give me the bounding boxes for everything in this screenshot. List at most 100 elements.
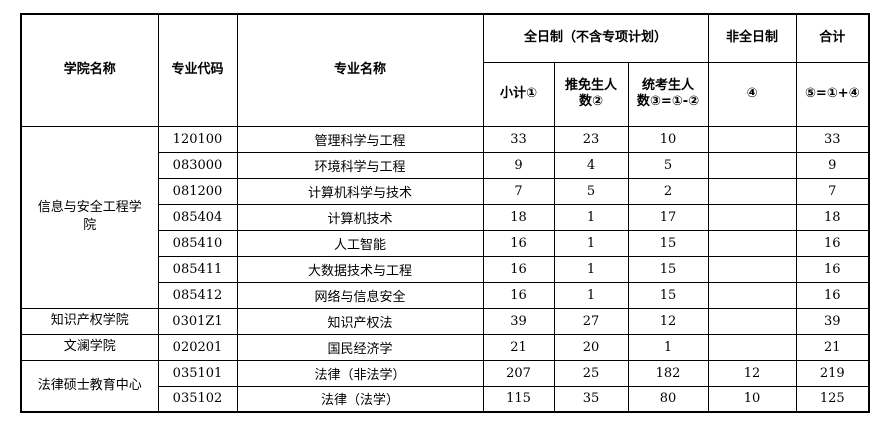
college-cell: 文澜学院: [20, 333, 159, 361]
parttime-cell: [707, 151, 797, 179]
exam-cell: 10: [627, 125, 709, 153]
parttime-cell: [707, 281, 797, 309]
parttime-cell: [707, 203, 797, 231]
recommended-cell: 1: [553, 229, 629, 257]
table-wrap: 学院名称 专业代码 专业名称 全日制（不含专项计划） 非全日制 合计 小计① 推…: [20, 13, 870, 413]
header-row: 小计① 推免生人数② 统考生人数③=①-② ④ ⑤=①+④: [21, 61, 870, 127]
parttime-cell: 12: [707, 359, 797, 387]
data-row: 知识产权学院 0301Z1 知识产权法 39 27 12 39: [20, 307, 870, 335]
major-cell: 管理科学与工程: [236, 125, 484, 153]
total-cell: 16: [795, 255, 870, 283]
exam-cell: 182: [627, 359, 709, 387]
exam-cell: 2: [627, 177, 709, 205]
total-cell: 125: [795, 385, 870, 413]
subtotal-cell: 207: [482, 359, 555, 387]
total-cell: 39: [795, 307, 870, 335]
subtotal-cell: 39: [482, 307, 555, 335]
data-row: 085412 网络与信息安全 16 1 15 16: [21, 281, 870, 309]
major-cell: 计算机科学与技术: [236, 177, 484, 205]
data-row: 085411 大数据技术与工程 16 1 15 16: [21, 255, 870, 283]
total-cell: 219: [795, 359, 870, 387]
recommended-cell: 25: [553, 359, 629, 387]
data-row: 信息与安全工程学院 120100 管理科学与工程 33 23 10 33: [20, 125, 870, 309]
header-cell: ④: [707, 61, 797, 127]
total-cell: 21: [795, 333, 870, 361]
subtotal-cell: 18: [482, 203, 555, 231]
recommended-cell: 5: [553, 177, 629, 205]
recommended-cell: 1: [553, 281, 629, 309]
code-cell: 085411: [157, 255, 238, 283]
data-row: 085404 计算机技术 18 1 17 18: [21, 203, 870, 231]
subtotal-cell: 9: [482, 151, 555, 179]
data-row: 文澜学院 020201 国民经济学 21 20 1 21: [20, 333, 870, 361]
data-row: 035102 法律（法学） 115 35 80 10 125: [21, 385, 870, 413]
header-cell: 非全日制: [707, 13, 797, 63]
code-cell: 081200: [157, 177, 238, 205]
exam-cell: 15: [627, 255, 709, 283]
total-cell: 18: [795, 203, 870, 231]
exam-cell: 17: [627, 203, 709, 231]
exam-cell: 5: [627, 151, 709, 179]
header-cell: ⑤=①+④: [795, 61, 870, 127]
subtotal-cell: 7: [482, 177, 555, 205]
total-cell: 16: [795, 229, 870, 257]
data-row: 081200 计算机科学与技术 7 5 2 7: [21, 177, 870, 205]
total-cell: 16: [795, 281, 870, 309]
major-cell: 法律（非法学）: [236, 359, 484, 387]
parttime-cell: [707, 125, 797, 153]
code-cell: 0301Z1: [157, 307, 238, 335]
parttime-cell: [707, 333, 797, 361]
header-cell: 专业名称: [236, 13, 484, 127]
code-cell: 085404: [157, 203, 238, 231]
subtotal-cell: 115: [482, 385, 555, 413]
recommended-cell: 20: [553, 333, 629, 361]
parttime-cell: [707, 307, 797, 335]
subtotal-cell: 21: [482, 333, 555, 361]
table-body: 信息与安全工程学院 120100 管理科学与工程 33 23 10 33 083000 环境科学…: [20, 125, 870, 413]
parttime-cell: 10: [707, 385, 797, 413]
code-cell: 035102: [157, 385, 238, 413]
parttime-cell: [707, 255, 797, 283]
code-cell: 120100: [157, 125, 238, 153]
major-cell: 法律（法学）: [236, 385, 484, 413]
subtotal-cell: 33: [482, 125, 555, 153]
total-cell: 33: [795, 125, 870, 153]
exam-cell: 15: [627, 281, 709, 309]
college-cell: 知识产权学院: [20, 307, 159, 335]
table-header: 学院名称 专业代码 专业名称 全日制（不含专项计划） 非全日制 合计 小计① 推…: [20, 13, 870, 127]
subtotal-cell: 16: [482, 229, 555, 257]
parttime-cell: [707, 177, 797, 205]
enrollment-table: 学院名称 专业代码 专业名称 全日制（不含专项计划） 非全日制 合计 小计① 推…: [20, 13, 870, 413]
header-cell: 专业代码: [157, 13, 238, 127]
recommended-cell: 35: [553, 385, 629, 413]
total-cell: 7: [795, 177, 870, 205]
exam-cell: 80: [627, 385, 709, 413]
exam-cell: 1: [627, 333, 709, 361]
major-cell: 大数据技术与工程: [236, 255, 484, 283]
code-cell: 083000: [157, 151, 238, 179]
major-cell: 知识产权法: [236, 307, 484, 335]
major-cell: 环境科学与工程: [236, 151, 484, 179]
total-cell: 9: [795, 151, 870, 179]
exam-cell: 12: [627, 307, 709, 335]
recommended-cell: 1: [553, 203, 629, 231]
subtotal-cell: 16: [482, 281, 555, 309]
major-cell: 网络与信息安全: [236, 281, 484, 309]
code-cell: 085410: [157, 229, 238, 257]
major-cell: 人工智能: [236, 229, 484, 257]
parttime-cell: [707, 229, 797, 257]
header-cell: 统考生人数③=①-②: [627, 61, 709, 127]
college-cell: 信息与安全工程学院: [20, 125, 159, 309]
recommended-cell: 1: [553, 255, 629, 283]
code-cell: 020201: [157, 333, 238, 361]
header-cell: 小计①: [482, 61, 555, 127]
code-cell: 035101: [157, 359, 238, 387]
header-cell: 全日制（不含专项计划）: [482, 13, 709, 63]
exam-cell: 15: [627, 229, 709, 257]
header-cell: 学院名称: [20, 13, 159, 127]
major-cell: 计算机技术: [236, 203, 484, 231]
major-cell: 国民经济学: [236, 333, 484, 361]
header-cell: 合计: [795, 13, 870, 63]
data-row: 法律硕士教育中心 035101 法律（非法学） 207 25 182 12 219: [20, 359, 870, 413]
